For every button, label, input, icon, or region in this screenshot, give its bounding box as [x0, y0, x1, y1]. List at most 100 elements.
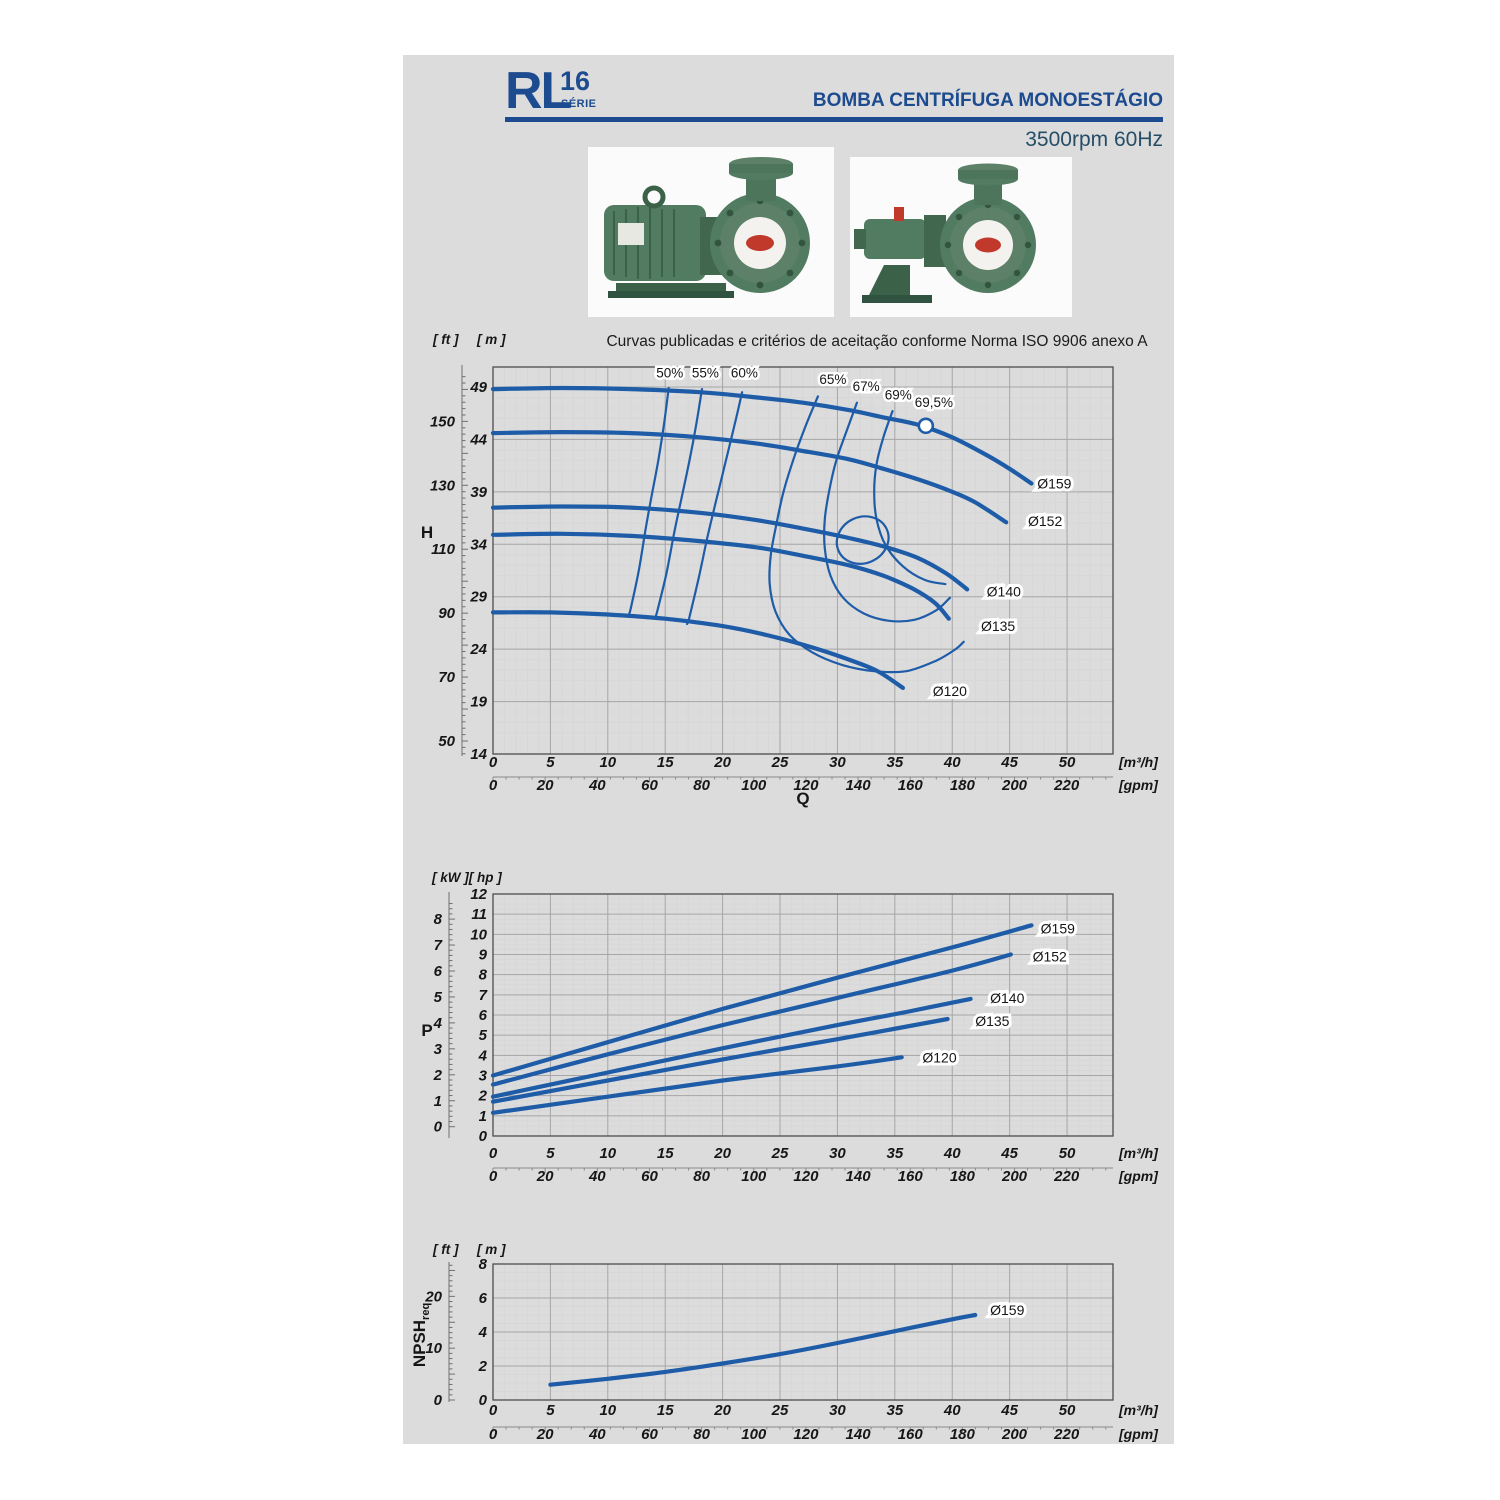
hq-ruler-label: 90 — [438, 605, 455, 622]
power-ytick: 1 — [479, 1108, 487, 1125]
efficiency-label: 50% — [656, 366, 683, 381]
npsh-ytick: 6 — [479, 1290, 488, 1307]
hq-xtick-gpm: 120 — [793, 777, 819, 794]
npsh-xtick-gpm: 220 — [1053, 1426, 1080, 1443]
npsh-ytick: 0 — [479, 1392, 488, 1409]
power-xtick-gpm: 100 — [741, 1168, 767, 1185]
power-ruler-label: 8 — [434, 911, 443, 928]
npsh-ytick: 4 — [478, 1324, 488, 1341]
power-ruler-label: 3 — [434, 1041, 443, 1058]
impeller-label-Ø140: Ø140 — [990, 990, 1024, 1006]
npsh-axis-name: NPSHreq — [410, 1303, 432, 1367]
efficiency-label: 55% — [692, 366, 719, 381]
speed-frequency-label: 3500rpm 60Hz — [1025, 128, 1163, 151]
impeller-label-Ø135: Ø135 — [981, 618, 1015, 634]
hq-ytick: 34 — [470, 536, 487, 553]
power-xtick-gpm: 220 — [1053, 1168, 1080, 1185]
hq-ytick: 24 — [469, 641, 487, 658]
curve-Ø120 — [490, 1055, 904, 1115]
npsh-xtick-m3h: 40 — [943, 1402, 961, 1419]
power-ytick: 5 — [479, 1027, 488, 1044]
npsh-xtick-gpm: 20 — [536, 1426, 554, 1443]
npsh-xtick-gpm: 120 — [793, 1426, 819, 1443]
npsh-xtick-m3h: 10 — [599, 1402, 616, 1419]
pump-bare-illustration — [854, 163, 1036, 303]
power-xtick-gpm: 140 — [846, 1168, 872, 1185]
hq-yunit-m: [ m ] — [476, 332, 506, 347]
pump-photo-with-motor — [588, 147, 834, 317]
power-ruler-label: 1 — [434, 1093, 442, 1110]
power-ytick: 2 — [478, 1088, 488, 1105]
power-xtick-gpm: 60 — [641, 1168, 658, 1185]
power-xtick-gpm: 40 — [588, 1168, 606, 1185]
npsh-yunit-ft: [ ft ] — [432, 1242, 459, 1257]
hq-xtick-m3h: 45 — [1000, 754, 1018, 771]
power-xtick-m3h: 10 — [599, 1145, 616, 1162]
hq-xtick-gpm: 40 — [588, 777, 606, 794]
power-ytick: 6 — [479, 1007, 488, 1024]
npsh-xtick-m3h: 50 — [1059, 1402, 1076, 1419]
impeller-label-Ø135: Ø135 — [975, 1013, 1009, 1029]
npsh-xtick-gpm: 100 — [741, 1426, 767, 1443]
efficiency-line-55% — [653, 388, 704, 620]
power-xtick-m3h: 5 — [546, 1145, 555, 1162]
impeller-label-Ø120: Ø120 — [922, 1049, 956, 1065]
power-xtick-gpm: 120 — [793, 1168, 819, 1185]
hq-ytick: 39 — [470, 484, 487, 501]
npsh-xtick-gpm: 200 — [1001, 1426, 1028, 1443]
hq-ytick: 44 — [469, 431, 487, 448]
hq-xtick-gpm: 0 — [489, 777, 498, 794]
npsh-xtick-gpm: 80 — [693, 1426, 710, 1443]
npsh-xtick-gpm: 40 — [588, 1426, 606, 1443]
npsh-ruler-label: 0 — [434, 1392, 443, 1409]
npsh-ytick: 2 — [478, 1358, 488, 1375]
power-xtick-gpm: 180 — [950, 1168, 976, 1185]
curve-Ø159 — [490, 385, 1034, 486]
power-xtick-m3h: 15 — [657, 1145, 674, 1162]
hq-xtick-m3h: 5 — [546, 754, 555, 771]
impeller-label-Ø140: Ø140 — [987, 583, 1021, 599]
power-xtick-m3h: 20 — [713, 1145, 731, 1162]
hq-ytick: 14 — [470, 746, 487, 763]
power-ruler-label: 5 — [434, 989, 443, 1006]
hq-ytick: 29 — [469, 589, 487, 606]
hq-xunit-gpm: [gpm] — [1118, 777, 1159, 793]
efficiency-label: 69,5% — [915, 395, 953, 410]
power-plot-frame — [492, 893, 1114, 1137]
head-flow-chart: 14 19 24 29 34 39 44 49 50 70 90 110 130 150 0 5 10 15 20 2… — [421, 332, 1159, 808]
power-xtick-m3h: 35 — [886, 1145, 903, 1162]
npsh-ruler-label: 10 — [425, 1340, 442, 1357]
npsh-xunit-m3h: [m³/h] — [1118, 1402, 1159, 1418]
npsh-xtick-m3h: 5 — [546, 1402, 555, 1419]
npsh-xtick-gpm: 60 — [641, 1426, 658, 1443]
npsh-xtick-gpm: 180 — [950, 1426, 976, 1443]
npsh-xtick-m3h: 30 — [829, 1402, 846, 1419]
power-ruler-label: 4 — [433, 1015, 443, 1032]
impeller-label-Ø159: Ø159 — [990, 1302, 1024, 1318]
hq-xunit-m3h: [m³/h] — [1118, 754, 1159, 770]
npsh-xtick-gpm: 0 — [489, 1426, 498, 1443]
power-xunit-gpm: [gpm] — [1118, 1168, 1159, 1184]
power-xtick-gpm: 80 — [693, 1168, 710, 1185]
npsh-yunit-m: [ m ] — [476, 1242, 506, 1257]
npsh-xunit-gpm: [gpm] — [1118, 1426, 1159, 1442]
q-axis-label: Q — [796, 789, 809, 808]
power-xunit-m3h: [m³/h] — [1118, 1145, 1159, 1161]
impeller-label-Ø159: Ø159 — [1041, 920, 1075, 936]
hq-xtick-m3h: 0 — [489, 754, 498, 771]
power-xtick-m3h: 50 — [1059, 1145, 1076, 1162]
bep-marker — [917, 417, 935, 435]
efficiency-closed-contour — [835, 515, 890, 565]
npsh-xtick-m3h: 20 — [713, 1402, 731, 1419]
efficiency-line-60% — [685, 391, 744, 626]
hq-ruler-label: 50 — [438, 733, 455, 750]
hq-xtick-m3h: 30 — [829, 754, 846, 771]
npsh-xtick-gpm: 140 — [846, 1426, 872, 1443]
efficiency-label: 60% — [731, 366, 758, 381]
power-xtick-m3h: 40 — [943, 1145, 961, 1162]
impeller-label-Ø152: Ø152 — [1033, 949, 1067, 965]
impeller-label-Ø120: Ø120 — [933, 683, 967, 699]
efficiency-line-69% — [873, 410, 947, 586]
pump-photo-bare — [850, 157, 1072, 317]
